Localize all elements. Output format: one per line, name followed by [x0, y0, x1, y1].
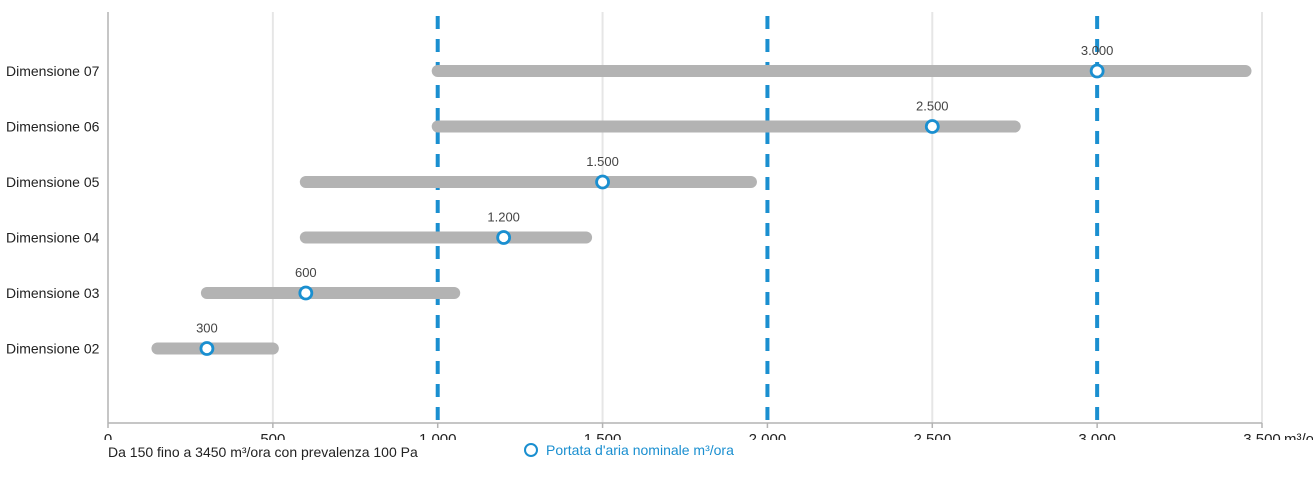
nominal-marker: [1089, 63, 1105, 79]
category-label: Dimensione 03: [6, 285, 100, 301]
nominal-value-label: 300: [196, 321, 218, 336]
x-tick-label: 2.500: [914, 431, 952, 440]
nominal-marker: [496, 230, 512, 245]
x-tick-label: 3.500: [1243, 431, 1281, 440]
x-tick-label: 0: [104, 431, 112, 440]
legend-label: Portata d'aria nominale m³/ora: [546, 442, 734, 458]
legend: Da 150 fino a 3450 m³/ora con prevalenza…: [0, 440, 1313, 480]
nominal-marker: [595, 174, 610, 190]
category-label: Dimensione 05: [6, 174, 100, 190]
nominal-value-label: 1.500: [586, 154, 619, 169]
nominal-value-label: 2.500: [916, 99, 949, 114]
nominal-value-label: 600: [295, 265, 317, 280]
category-label: Dimensione 02: [6, 341, 100, 357]
nominal-value-label: 1.200: [487, 210, 520, 225]
category-label: Dimensione 04: [6, 230, 100, 246]
nominal-marker: [924, 119, 940, 134]
range-chart: Dimensione 07 3.000 Dimensione 06 2.500 Dime…: [6, 12, 1313, 440]
nominal-marker: [199, 341, 215, 356]
x-tick-label: 500: [260, 431, 285, 440]
category-label: Dimensione 06: [6, 119, 100, 135]
x-tick-label: 2.000: [749, 431, 787, 440]
circle-outline-icon: [524, 443, 538, 457]
x-unit-label: m³/ora: [1284, 431, 1313, 440]
legend-note: Da 150 fino a 3450 m³/ora con prevalenza…: [108, 444, 418, 460]
x-tick-label: 1.500: [584, 431, 622, 440]
nominal-marker: [298, 285, 314, 301]
nominal-value-label: 3.000: [1081, 43, 1114, 58]
x-tick-label: 3.000: [1078, 431, 1116, 440]
legend-item-nominal: Portata d'aria nominale m³/ora: [524, 442, 734, 458]
category-label: Dimensione 07: [6, 63, 100, 79]
x-tick-label: 1.000: [419, 431, 457, 440]
